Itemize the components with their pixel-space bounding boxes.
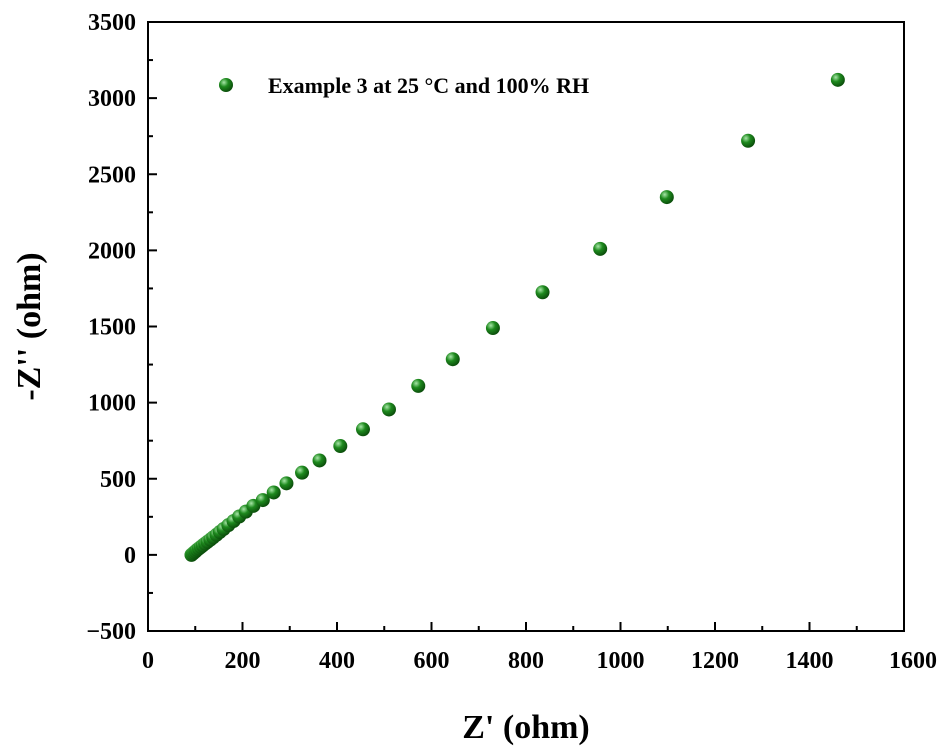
data-point xyxy=(355,422,370,437)
x-tick-label: 400 xyxy=(319,648,355,674)
data-point xyxy=(535,285,550,300)
y-tick-label: 2500 xyxy=(88,162,136,188)
x-tick-label: 1200 xyxy=(691,648,739,674)
x-tick-label: 1400 xyxy=(786,648,834,674)
x-tick-label: 600 xyxy=(414,648,450,674)
y-tick-label: 2000 xyxy=(88,238,136,264)
y-tick-label: 0 xyxy=(124,543,136,569)
x-tick-label: 0 xyxy=(142,648,154,674)
data-point xyxy=(266,485,281,500)
x-tick-label: 800 xyxy=(508,648,544,674)
x-tick-label: 200 xyxy=(225,648,261,674)
data-point xyxy=(593,241,608,256)
plot-frame xyxy=(147,21,905,632)
y-tick-label: 1000 xyxy=(88,391,136,417)
y-tick-label: 3500 xyxy=(88,10,136,36)
y-tick-label: 500 xyxy=(100,467,136,493)
y-tick-label: 1500 xyxy=(88,315,136,341)
data-point xyxy=(279,476,294,491)
legend-marker xyxy=(219,78,233,92)
y-tick-label: 3000 xyxy=(88,86,136,112)
legend: Example 3 at 25 °C and 100% RH xyxy=(219,73,589,98)
data-point xyxy=(445,352,460,367)
data-point xyxy=(659,190,674,205)
legend-label-series-0: Example 3 at 25 °C and 100% RH xyxy=(268,73,589,98)
data-point xyxy=(485,321,500,336)
x-tick-label: 1600 xyxy=(889,648,937,674)
x-axis-ticks: 0 200 400 600 800 1000 1200 1400 1600 xyxy=(142,622,937,674)
data-point xyxy=(830,72,845,87)
data-point xyxy=(333,439,348,454)
y-axis-label: -Z'' (ohm) xyxy=(11,252,48,400)
data-point xyxy=(255,493,270,508)
y-tick-label: −500 xyxy=(86,619,136,645)
data-point xyxy=(312,453,327,468)
x-axis-label: Z' (ohm) xyxy=(462,709,590,746)
data-point xyxy=(411,378,426,393)
y-axis-ticks: −500 0 500 1000 1500 2000 2500 3000 3500 xyxy=(86,10,157,645)
data-point xyxy=(295,465,310,480)
x-tick-label: 1000 xyxy=(597,648,645,674)
data-point xyxy=(381,402,396,417)
data-point xyxy=(741,133,756,148)
data-points xyxy=(184,72,845,562)
